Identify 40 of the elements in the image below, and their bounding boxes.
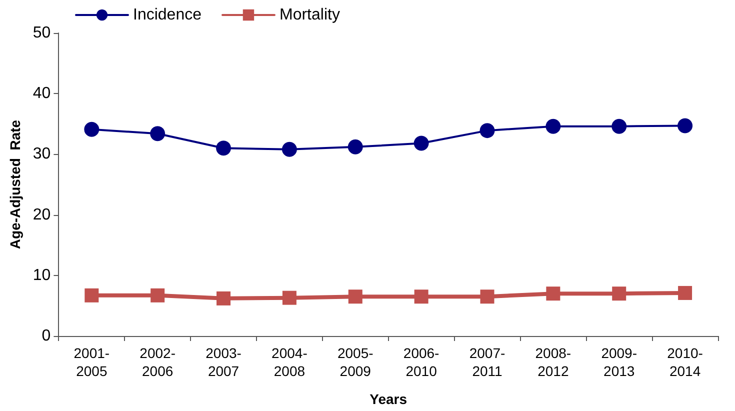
x-tick-label: 2001- 2005 [74, 345, 110, 379]
y-tick-label: 10 [32, 266, 51, 284]
x-tick-label: 2008- 2012 [535, 345, 572, 379]
y-tick-label: 20 [32, 206, 51, 224]
y-tick-label: 40 [32, 85, 51, 102]
y-tick-label: 50 [32, 24, 51, 42]
y-axis-title: Age-Adjusted Rate [7, 120, 23, 250]
point [546, 286, 560, 301]
point [546, 118, 561, 134]
point [216, 291, 231, 306]
point [348, 139, 363, 154]
x-tick-label: 2003- 2007 [206, 345, 242, 379]
x-tick-label: 2010- 2014 [667, 345, 704, 379]
point [282, 290, 296, 305]
x-tick-label: 2005- 2009 [337, 345, 374, 379]
point [612, 118, 627, 134]
x-tick-label: 2004- 2008 [272, 345, 308, 379]
point [282, 142, 297, 157]
x-tick-label: 2006- 2010 [403, 345, 440, 379]
point [414, 290, 428, 304]
point [84, 122, 100, 137]
point [150, 288, 165, 302]
x-tick-label: 2002- 2006 [140, 345, 176, 379]
x-tick-label: 2007- 2011 [469, 345, 506, 379]
x-axis-title: Years [370, 391, 408, 407]
point [348, 290, 362, 304]
legend-label: Mortality [279, 6, 340, 24]
point [414, 136, 429, 151]
y-tick-label: 30 [32, 146, 51, 163]
point [612, 286, 626, 301]
x-tick-label: 2009- 2013 [601, 345, 638, 379]
y-tick-label: 0 [42, 328, 51, 344]
point [84, 288, 99, 302]
point [480, 123, 495, 138]
point [150, 126, 166, 142]
point [678, 118, 693, 134]
legend-label: Incidence [133, 6, 202, 24]
point [678, 286, 692, 300]
point [480, 290, 494, 304]
point [216, 140, 232, 156]
